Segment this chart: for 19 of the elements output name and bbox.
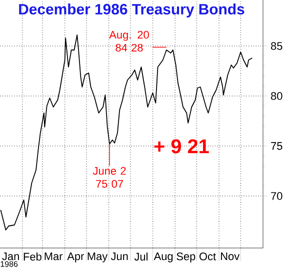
annotation: Aug. 20 84 28 bbox=[109, 30, 149, 52]
x-tick-label: Jan bbox=[2, 252, 19, 260]
x-tick-label: Feb bbox=[24, 252, 42, 261]
x-tick-label: Apr bbox=[67, 252, 84, 262]
x-tick-label: Jun bbox=[110, 252, 128, 260]
x-tick-label: Aug bbox=[154, 252, 173, 262]
x-tick-label: Oct bbox=[200, 252, 216, 260]
x-tick-label: Sep bbox=[176, 252, 196, 262]
y-tick-label: 75 bbox=[271, 142, 282, 150]
x-tick-label: May bbox=[88, 252, 108, 262]
y-tick-label: 80 bbox=[270, 92, 282, 100]
x-tick-label: Mar bbox=[44, 252, 63, 260]
chart-title: December 1986 Treasury Bonds bbox=[19, 4, 244, 18]
annotation: June 2 75 07 bbox=[92, 167, 126, 188]
y-tick-label: 85 bbox=[270, 42, 282, 50]
x-tick-label: Nov bbox=[221, 252, 240, 260]
x-tick-label: Jul bbox=[134, 252, 148, 261]
annotation: + 9 21 bbox=[154, 139, 209, 154]
y-tick-label: 70 bbox=[271, 192, 282, 200]
